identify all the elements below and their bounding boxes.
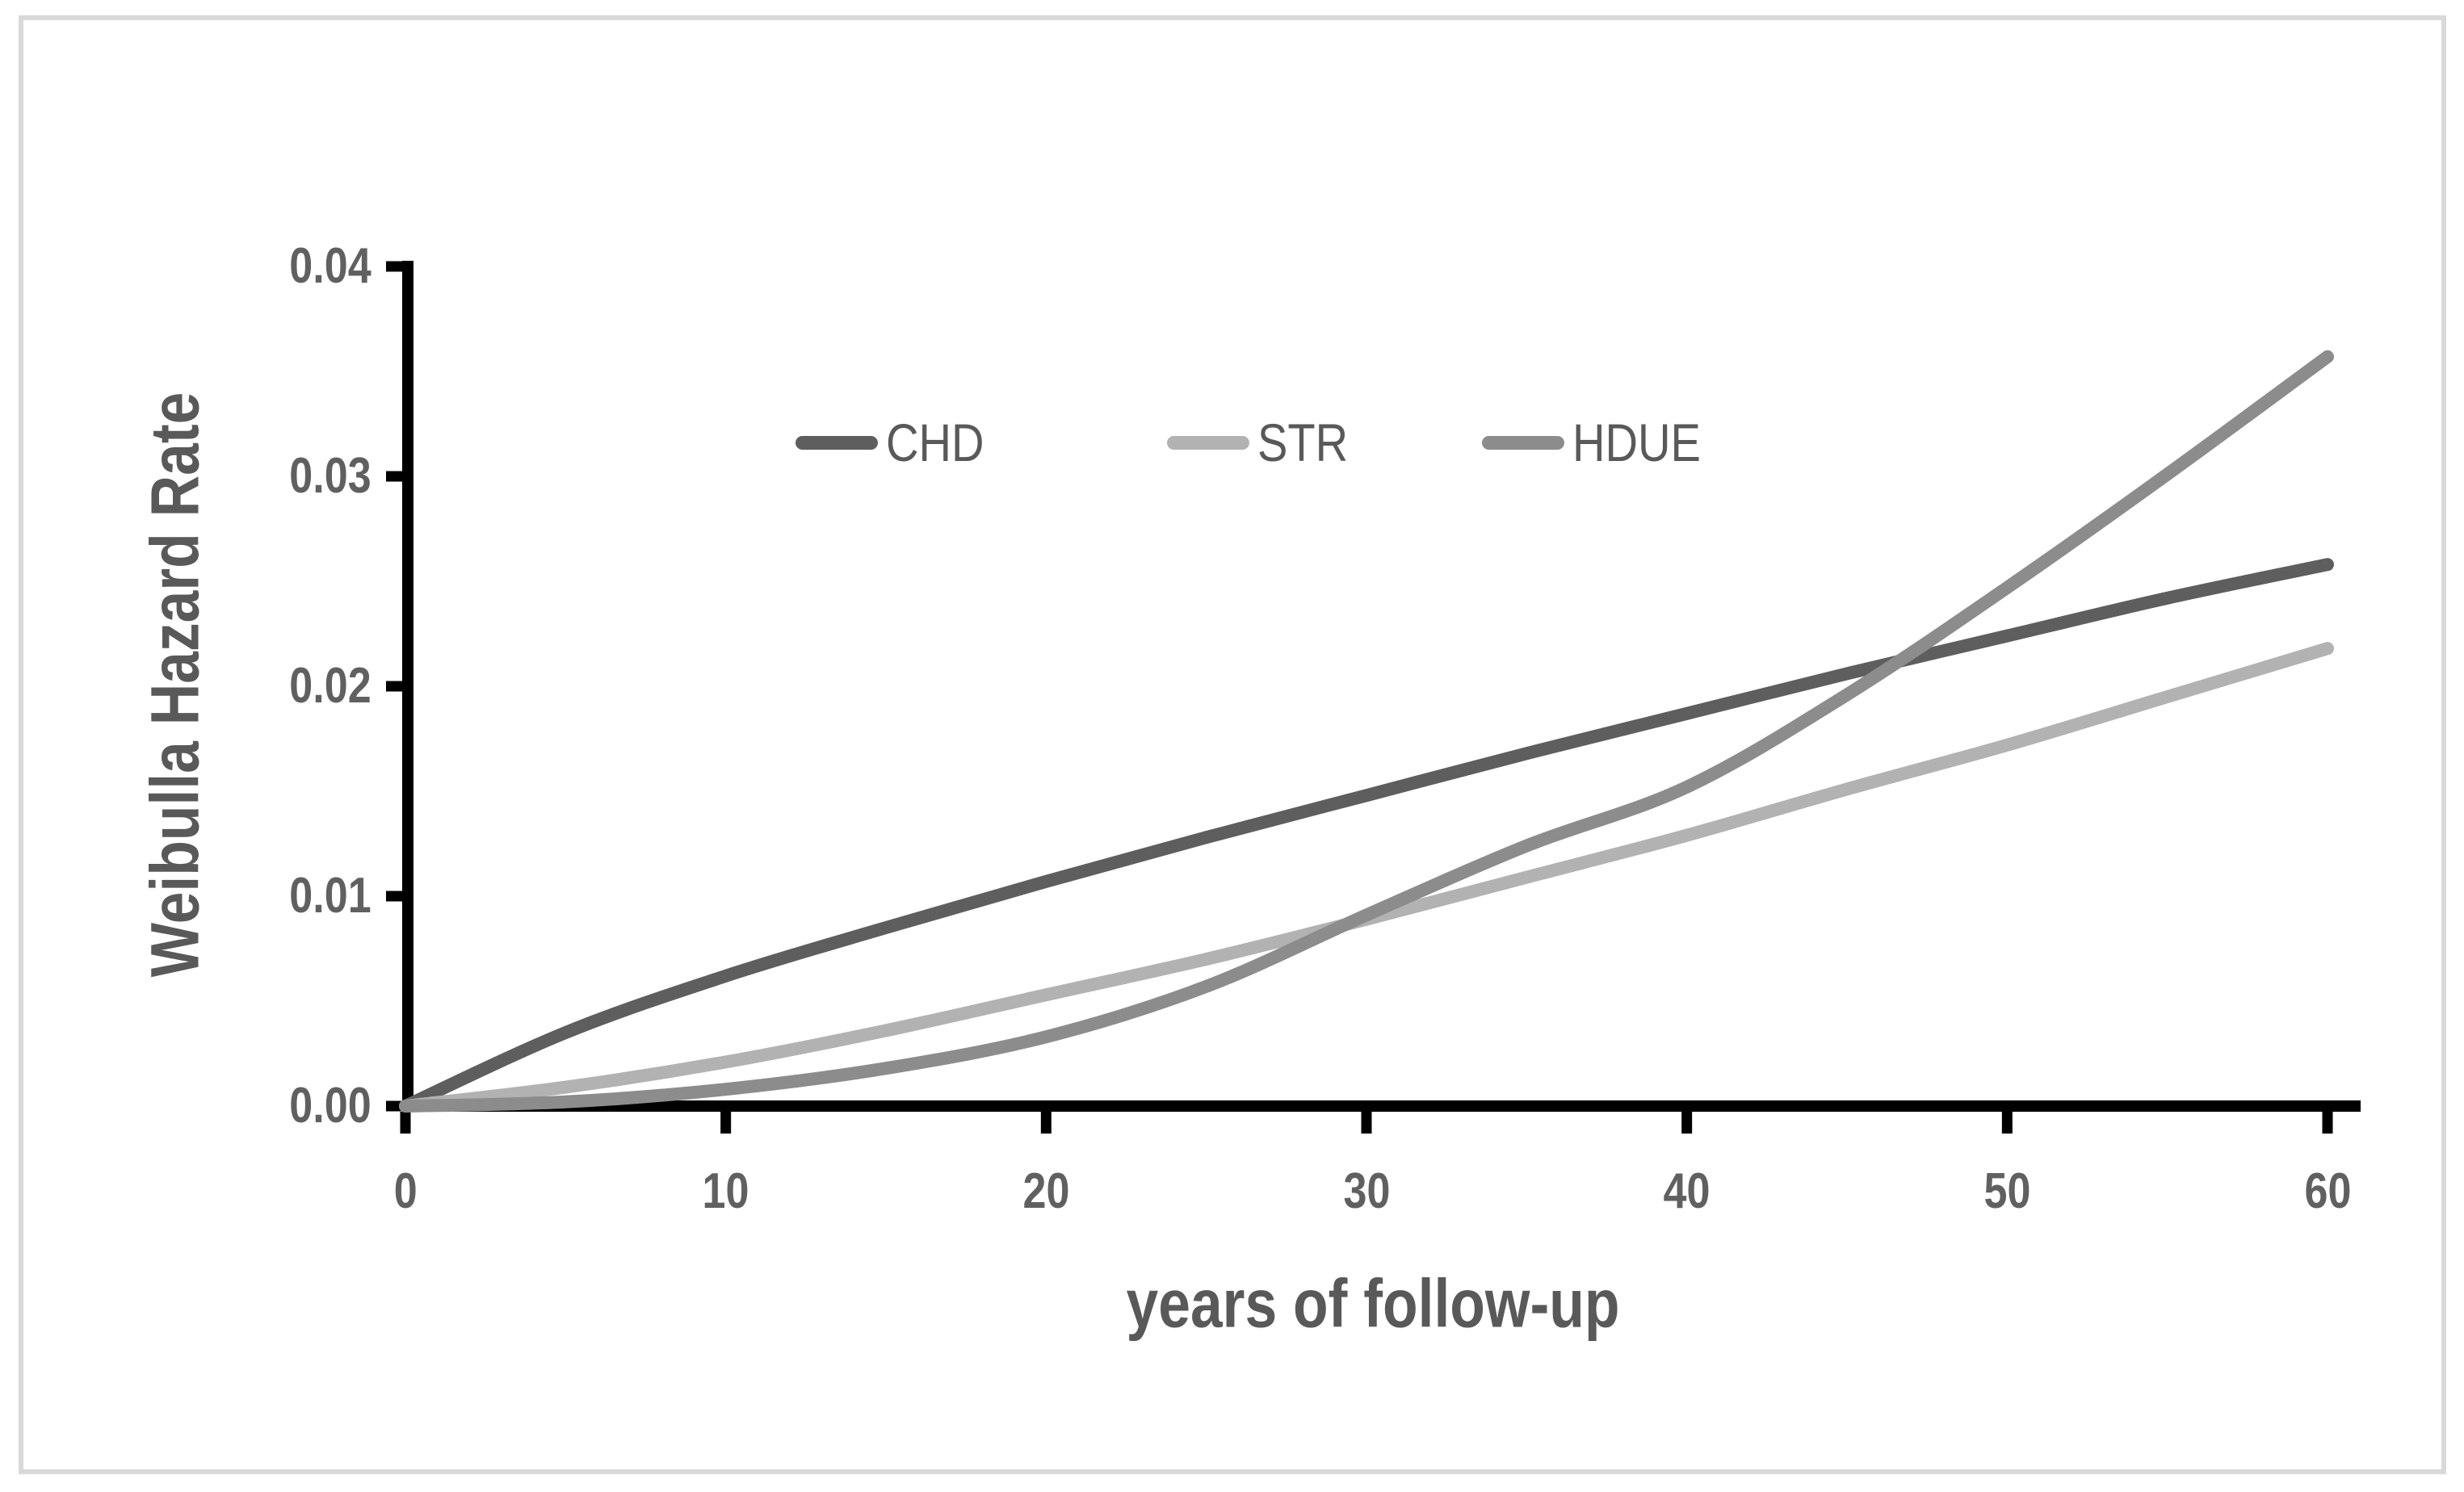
y-tick-label: 0.00	[289, 1078, 371, 1134]
x-tick-label: 0	[393, 1163, 418, 1219]
x-tick-label: 50	[1983, 1163, 2031, 1219]
series-line-hdue	[399, 350, 2334, 1113]
y-tick-label: 0.02	[289, 658, 371, 714]
legend-label: CHD	[886, 413, 984, 472]
y-tick-label: 0.03	[289, 448, 371, 504]
legend-label: HDUE	[1572, 413, 1701, 472]
series-line-str	[399, 642, 2334, 1113]
x-axis-title-text: years of follow-up	[1126, 1265, 1620, 1342]
legend-item-chd: CHD	[795, 409, 1001, 476]
legend-swatch-chd	[795, 435, 878, 450]
series-line-chd	[399, 558, 2334, 1113]
legend-swatch-str	[1167, 435, 1249, 450]
x-tick-label: 20	[1022, 1163, 1070, 1219]
x-tick-label: 10	[702, 1163, 749, 1219]
legend-item-str: STR	[1167, 409, 1364, 476]
x-tick-label: 60	[2304, 1163, 2351, 1219]
legend-swatch-hdue	[1482, 435, 1564, 450]
legend-label: STR	[1257, 413, 1349, 472]
figure-frame	[19, 15, 2446, 1474]
y-tick-label: 0.01	[289, 868, 371, 924]
y-tick-label: 0.04	[289, 238, 371, 294]
legend-item-hdue: HDUE	[1482, 409, 1723, 476]
x-tick-label: 30	[1343, 1163, 1390, 1219]
x-tick-label: 40	[1663, 1163, 1711, 1219]
